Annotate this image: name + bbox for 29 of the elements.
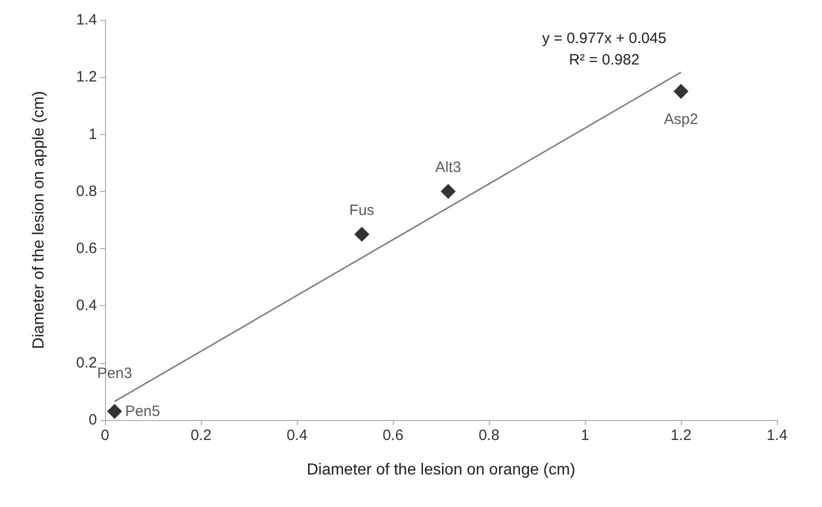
point: [440, 184, 456, 199]
y-tick-label: 0.8: [76, 182, 97, 200]
point: [674, 84, 688, 99]
x-tick-label: 1.4: [766, 427, 788, 444]
point: [107, 404, 122, 419]
y-tick-label: 1.2: [76, 68, 97, 86]
x-tick-label: 0.4: [286, 427, 308, 444]
annotation: Asp2: [664, 110, 698, 128]
y-tick-label: 0.2: [76, 354, 97, 372]
x-tick-label: 0: [100, 427, 110, 444]
y-tick-label: 1.4: [76, 12, 97, 28]
x-tick-label: 1: [580, 427, 590, 444]
y-axis-title: Diameter of the lesion on apple (cm): [30, 91, 48, 349]
annotation: Pen5: [125, 402, 160, 420]
x-tick-label: 0.8: [478, 427, 500, 444]
y-tick-label: 0: [88, 412, 97, 428]
annotation: R² = 0.982: [568, 52, 640, 68]
x-tick-label: 0.6: [382, 427, 404, 444]
annotation: Pen3: [97, 364, 132, 382]
x-axis-title: Diameter of the lesion on orange (cm): [306, 462, 576, 478]
annotation: Alt3: [435, 158, 462, 176]
y-tick-label: 1: [88, 126, 97, 143]
x-tick-label: 0.2: [190, 427, 212, 444]
y-tick-label: 0.6: [76, 240, 97, 258]
annotation: Fus: [349, 202, 374, 219]
annotation: y = 0.977x + 0.045: [542, 30, 666, 48]
y-tick-label: 0.4: [76, 297, 97, 314]
x-tick-label: 1.2: [670, 427, 692, 444]
point: [354, 226, 370, 242]
